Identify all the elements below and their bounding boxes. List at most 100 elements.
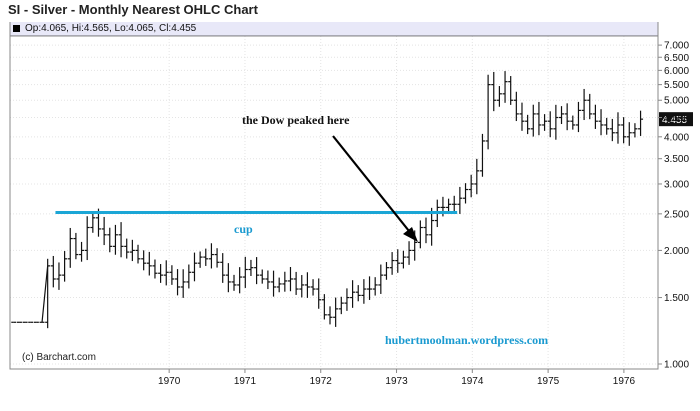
ohlc-bar (265, 270, 271, 290)
ohlc-bar (84, 216, 90, 261)
x-tick-label: 1970 (158, 376, 181, 387)
ohlc-bar (197, 251, 203, 268)
ohlc-bar (496, 86, 502, 107)
barchart-credit: (c) Barchart.com (22, 352, 96, 363)
ohlc-bar (208, 243, 214, 269)
ohlc-legend-text: Op:4.065, Hi:4.565, Lo:4.065, Cl:4.455 (25, 23, 197, 34)
ohlc-bar (248, 259, 254, 277)
ohlc-bar (327, 306, 333, 325)
ohlc-bar (56, 262, 62, 290)
ohlc-bar (107, 227, 113, 253)
last-price-label: 4.455 (662, 115, 687, 126)
ohlc-bar (463, 183, 469, 204)
ohlc-bar (225, 263, 231, 293)
ohlc-bar (638, 110, 644, 136)
y-tick-label: 1.000 (664, 360, 689, 371)
ohlc-bar-gap (41, 265, 49, 323)
ohlc-bar (485, 74, 491, 150)
ohlc-bar (276, 277, 282, 293)
ohlc-bar (350, 280, 356, 308)
ohlc-bar (542, 114, 548, 131)
ohlc-bar (304, 272, 310, 298)
ohlc-bar (457, 186, 463, 214)
ohlc-bar (570, 115, 576, 130)
y-tick-label: 5.000 (664, 96, 689, 107)
last-price-tag (659, 112, 693, 127)
x-tick-label: 1972 (310, 376, 333, 387)
ohlc-bar (559, 106, 565, 125)
dow-annotation: the Dow peaked here (242, 113, 350, 127)
ohlc-bar (310, 279, 316, 296)
site-watermark: hubertmoolman.wordpress.com (385, 333, 548, 347)
ohlc-bar (282, 271, 288, 292)
ohlc-bar (112, 224, 118, 255)
ohlc-bar (129, 239, 135, 262)
dow-arrow-head (403, 227, 418, 242)
ohlc-bar (468, 174, 474, 198)
legend-square-icon (13, 25, 20, 32)
ohlc-bar (333, 297, 339, 327)
dow-arrow-shaft (332, 135, 414, 237)
ohlc-bar (417, 220, 423, 249)
ohlc-bar (451, 195, 457, 212)
ohlc-bar (406, 241, 412, 265)
ohlc-bar (135, 244, 141, 264)
x-tick-label: 1974 (461, 376, 484, 387)
ohlc-bar (203, 248, 209, 266)
plot-frame (9, 35, 659, 370)
y-tick-label: 7.000 (664, 41, 689, 52)
ohlc-bar (141, 250, 147, 271)
ohlc-bar (530, 104, 536, 137)
ohlc-bar (474, 158, 480, 195)
ohlc-bar (271, 270, 277, 297)
ohlc-bar (446, 198, 452, 213)
ohlc-bar (479, 133, 485, 177)
ohlc-bar (383, 262, 389, 280)
ohlc-bar (214, 248, 220, 268)
ohlc-bar (395, 249, 401, 273)
ohlc-bar (378, 264, 384, 294)
ohlc-bar (287, 266, 293, 292)
x-tick-label: 1973 (385, 376, 408, 387)
ohlc-bar (321, 294, 327, 320)
chart-title: SI - Silver - Monthly Nearest OHLC Chart (8, 2, 258, 17)
ohlc-bar (491, 71, 497, 112)
ohlc-bar (316, 278, 322, 309)
ohlc-bar (152, 259, 158, 279)
ohlc-bar (90, 211, 96, 233)
grid-layer (10, 36, 658, 369)
y-tick-label: 2.000 (664, 246, 689, 257)
ohlc-bar (163, 260, 169, 286)
ohlc-bar (355, 285, 361, 302)
ohlc-bar (423, 217, 429, 244)
ohlc-bar (508, 76, 514, 105)
ohlc-bar (124, 238, 130, 259)
ohlc-bar (293, 271, 299, 295)
ohlc-bar (146, 251, 152, 276)
y-tick-label: 4.000 (664, 132, 689, 143)
x-tick-label: 1976 (613, 376, 636, 387)
ohlc-bar (429, 207, 435, 246)
ohlc-bar (361, 279, 367, 304)
ohlc-bar (175, 269, 181, 296)
cup-annotation: cup (234, 222, 253, 236)
y-tick-label: 3.500 (664, 154, 689, 165)
ohlc-bar (231, 274, 237, 291)
ohlc-bar (259, 269, 265, 284)
ohlc-bar (632, 123, 638, 138)
ohlc-bar (553, 104, 559, 140)
ohlc-bar (389, 252, 395, 275)
y-tick-label: 6.500 (664, 53, 689, 64)
y-tick-label: 1.500 (664, 293, 689, 304)
ohlc-bar (344, 288, 350, 311)
ohlc-bar (242, 256, 248, 288)
ohlc-bar (372, 277, 378, 296)
ohlc-bar (536, 101, 542, 136)
ohlc-bar (254, 257, 260, 285)
ohlc-bar (79, 241, 85, 262)
ohlc-bar (400, 250, 406, 269)
ohlc-bar (609, 118, 615, 142)
ohlc-bar (621, 117, 627, 144)
